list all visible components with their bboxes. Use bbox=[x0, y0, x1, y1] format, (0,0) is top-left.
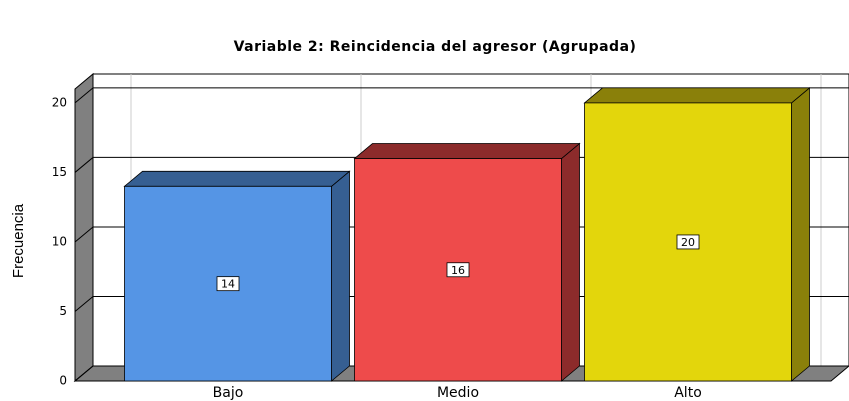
x-tick-label: Medio bbox=[437, 385, 479, 401]
bar-side bbox=[561, 142, 580, 382]
wall-grid-line bbox=[74, 87, 94, 104]
x-tick-label: Bajo bbox=[213, 385, 244, 401]
wall-grid-line bbox=[74, 157, 94, 173]
wall-grid-line bbox=[74, 226, 94, 243]
y-tick-label: 20 bbox=[52, 95, 67, 109]
bar-top bbox=[353, 143, 581, 159]
wall-grid-line bbox=[74, 296, 94, 312]
y-tick-label: 5 bbox=[59, 304, 67, 318]
y-axis-label: Frecuencia bbox=[10, 203, 27, 278]
left-wall bbox=[74, 72, 94, 383]
bar-top bbox=[583, 87, 811, 104]
value-label: 16 bbox=[451, 264, 465, 277]
bar-side bbox=[331, 170, 350, 382]
chart-title: Variable 2: Reincidencia del agresor (Ag… bbox=[234, 39, 637, 55]
value-label-box bbox=[216, 276, 240, 292]
y-tick-label: 0 bbox=[59, 374, 67, 388]
bar-side bbox=[791, 87, 810, 382]
wall-grid-line bbox=[74, 365, 94, 382]
bar-top bbox=[123, 170, 351, 187]
x-tick-label: Alto bbox=[674, 385, 702, 401]
y-tick-label: 10 bbox=[52, 234, 67, 248]
value-label-box bbox=[676, 234, 700, 250]
y-tick-label: 15 bbox=[52, 165, 67, 179]
value-label-box bbox=[446, 262, 470, 278]
value-label: 20 bbox=[681, 236, 695, 249]
value-label: 14 bbox=[221, 278, 235, 291]
